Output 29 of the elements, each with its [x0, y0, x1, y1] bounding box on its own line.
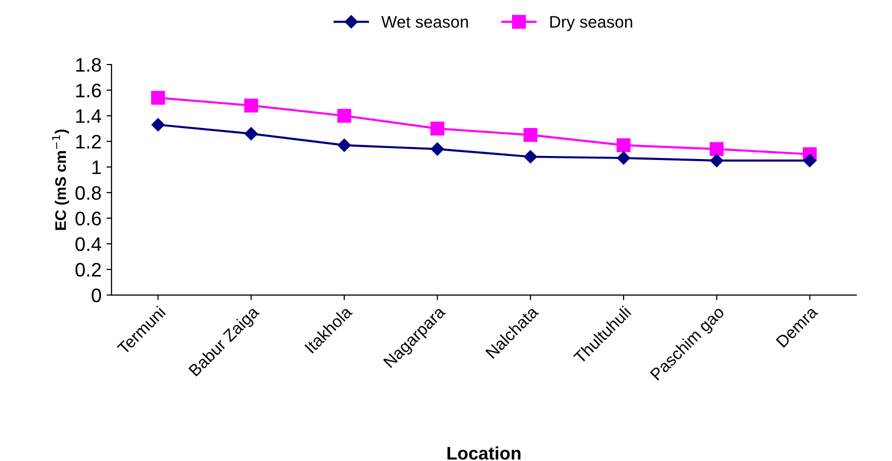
point [710, 142, 724, 156]
y-tick-label: 1.8 [76, 58, 101, 72]
y-tick-label: 1.4 [76, 109, 102, 123]
point [151, 118, 165, 132]
point [524, 150, 538, 164]
legend-label: Dry season [550, 16, 632, 32]
y-tick-label: 0 [92, 288, 102, 302]
x-axis-title: Location [448, 446, 520, 460]
y-tick-label: 1.2 [76, 134, 101, 148]
point [338, 138, 351, 152]
y-tick-label: 0.8 [76, 186, 101, 200]
point [710, 154, 724, 168]
y-tick-label: 0.6 [76, 212, 101, 226]
y-axis-title: EC (mS cm$^{−1}$) [52, 130, 70, 230]
y-tick-label: 0.4 [76, 237, 102, 252]
point [430, 122, 444, 136]
point [524, 128, 538, 142]
y-tick-label: 1.6 [76, 84, 101, 98]
point [616, 151, 630, 165]
y-tick-label: 1 [92, 160, 101, 174]
legend-label: Wet season [381, 16, 468, 28]
point [430, 142, 444, 156]
point [803, 154, 816, 168]
point [616, 138, 631, 152]
point [244, 127, 258, 140]
y-tick-label: 0.2 [76, 262, 101, 277]
point [151, 90, 165, 105]
point [244, 98, 258, 112]
point [337, 108, 352, 123]
